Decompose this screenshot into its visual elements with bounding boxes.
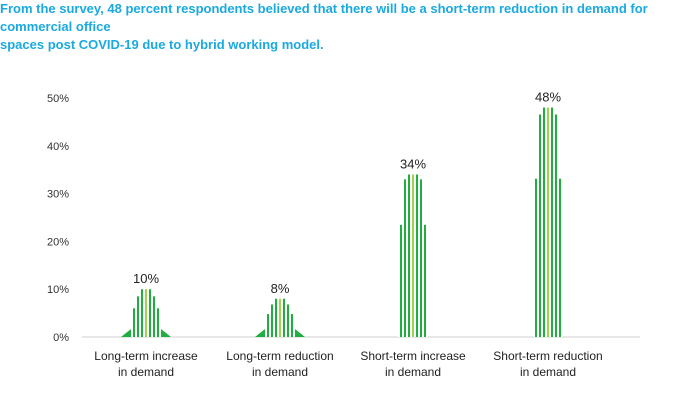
y-tick-label: 20%	[47, 236, 69, 248]
bars: 10% 8% 34% 48%	[121, 90, 563, 337]
y-tick-label: 30%	[47, 189, 69, 201]
y-tick-label: 10%	[47, 284, 69, 296]
x-tick-label: Short-term reduction in demand	[493, 349, 602, 379]
y-tick-label: 0%	[53, 332, 69, 344]
y-tick-label: 40%	[47, 141, 69, 153]
data-label: 34%	[400, 156, 426, 171]
bar	[533, 107, 563, 337]
x-tick-label: Long-term increase in demand	[94, 349, 198, 379]
data-label: 8%	[271, 281, 290, 296]
data-label: 48%	[535, 90, 561, 105]
x-tick-label: Short-term increase in demand	[360, 349, 466, 379]
y-axis: 0% 10% 20% 30% 40% 50%	[47, 93, 69, 344]
x-tick-label: Long-term reduction in demand	[226, 349, 333, 379]
bar	[121, 289, 171, 337]
bar	[255, 298, 305, 337]
chart-caption: From the survey, 48 percent respondents …	[0, 1, 648, 52]
bar	[398, 174, 428, 337]
data-label: 10%	[133, 271, 159, 286]
x-axis-labels: Long-term increase in demand Long-term red…	[94, 349, 602, 379]
y-tick-label: 50%	[47, 93, 69, 105]
